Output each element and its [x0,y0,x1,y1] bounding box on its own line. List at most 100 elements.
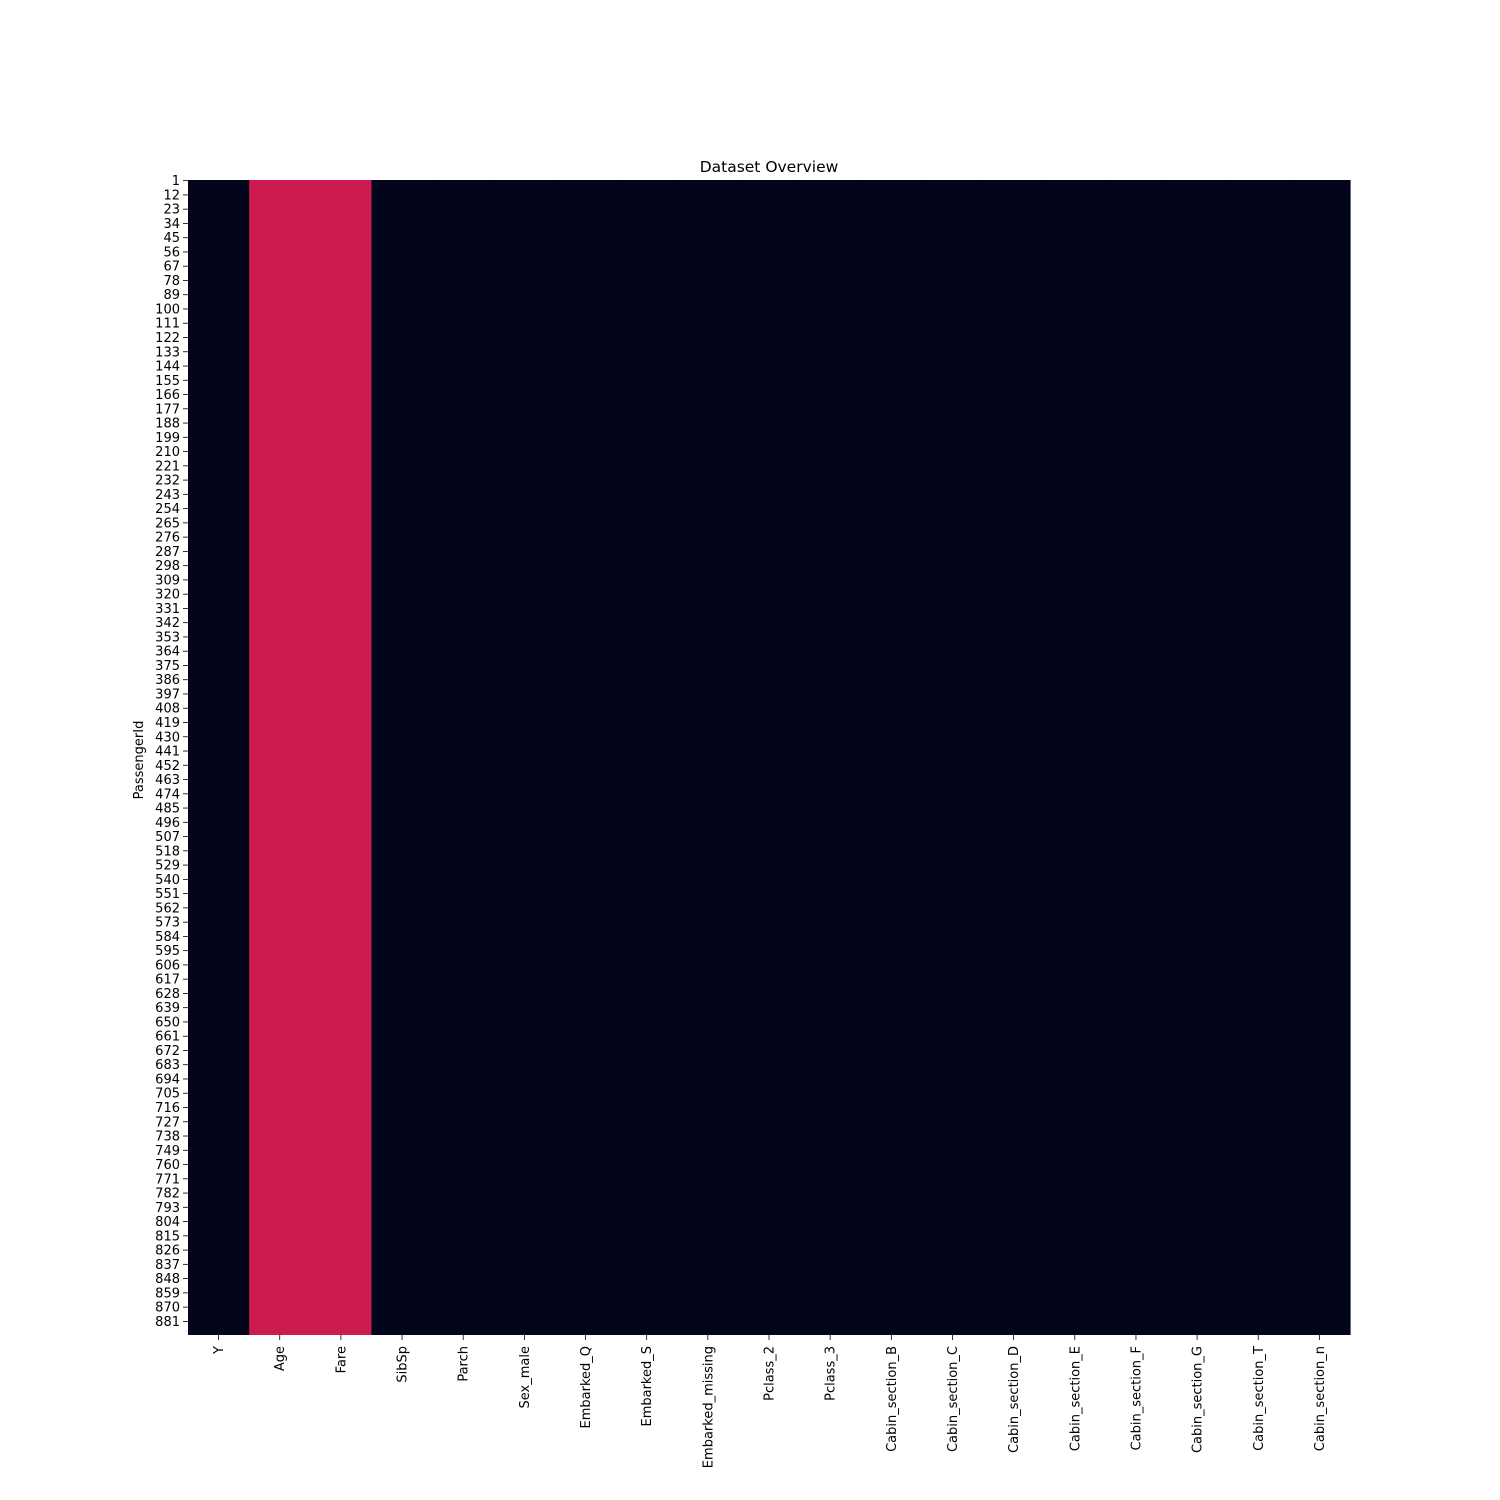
heatmap-column-cabin_section_e [1044,180,1106,1335]
y-tick-label: 430 [155,730,180,745]
y-tick-label: 1 [172,174,180,189]
x-tick-label-parch: Parch [457,1346,472,1382]
y-tick-label: 232 [155,474,180,489]
y-tick-label: 705 [155,1087,180,1102]
y-tick-label: 111 [155,317,180,332]
y-tick-label: 243 [155,488,180,503]
y-tick-label: 793 [155,1201,180,1216]
y-tick-label: 639 [155,1001,180,1016]
y-tick-label: 144 [155,360,180,375]
x-tick-label-age: Age [273,1346,288,1371]
y-tick-label: 496 [155,816,180,831]
y-tick-label: 771 [155,1172,180,1187]
y-tick-label: 837 [155,1258,180,1273]
y-tick-label: 364 [155,645,180,660]
y-tick-label: 540 [155,873,180,888]
chart-title: Dataset Overview [700,158,839,176]
y-tick-label: 122 [155,331,180,346]
y-tick-label: 672 [155,1044,180,1059]
x-tick-label-embarked_missing: Embarked_missing [701,1346,716,1468]
y-tick-label: 606 [155,958,180,973]
y-tick-label: 210 [155,445,180,460]
heatmap-column-embarked_missing [677,180,740,1335]
x-tick-label-embarked_s: Embarked_S [640,1346,655,1427]
y-tick-label: 848 [155,1272,180,1287]
y-tick-label: 265 [155,516,180,531]
y-tick-label: 738 [155,1130,180,1145]
y-tick-label: 320 [155,588,180,603]
y-tick-label: 573 [155,916,180,931]
y-tick-label: 298 [155,559,180,574]
y-tick-label: 617 [155,973,180,988]
y-tick-label: 177 [155,402,180,417]
x-tick-label-cabin_section_n: Cabin_section_n [1313,1346,1328,1451]
y-tick-label: 782 [155,1187,180,1202]
y-tick-label: 826 [155,1244,180,1259]
y-tick-label: 45 [163,231,180,246]
y-axis-ticks: 1122334455667788910011112213314415516617… [155,174,188,1330]
y-tick-label: 386 [155,673,180,688]
y-tick-label: 452 [155,759,180,774]
y-tick-label: 67 [163,260,180,275]
y-tick-label: 716 [155,1101,180,1116]
x-tick-label-cabin_section_f: Cabin_section_F [1129,1346,1144,1450]
y-tick-label: 166 [155,388,180,403]
heatmap-cells [188,180,1351,1335]
heatmap-column-cabin_section_t [1227,180,1290,1335]
x-tick-label-sex_male: Sex_male [518,1346,533,1408]
heatmap-column-age [249,180,311,1335]
y-tick-label: 23 [163,203,180,218]
y-tick-label: 353 [155,630,180,645]
y-tick-label: 562 [155,901,180,916]
x-tick-label-y: Y [212,1346,227,1355]
y-tick-label: 441 [155,745,180,760]
heatmap-column-cabin_section_n [1288,180,1351,1335]
x-tick-label-cabin_section_c: Cabin_section_C [946,1346,961,1452]
y-tick-label: 870 [155,1301,180,1316]
x-tick-label-cabin_section_g: Cabin_section_G [1191,1346,1206,1453]
y-tick-label: 815 [155,1229,180,1244]
heatmap-column-parch [432,180,495,1335]
heatmap-column-embarked_s [616,180,678,1335]
y-tick-label: 188 [155,417,180,432]
y-tick-label: 254 [155,502,180,517]
y-tick-label: 408 [155,702,180,717]
y-tick-label: 309 [155,573,180,588]
y-tick-label: 595 [155,944,180,959]
heatmap-column-y [188,180,250,1335]
y-tick-label: 584 [155,930,180,945]
heatmap-column-cabin_section_c [921,180,984,1335]
y-tick-label: 375 [155,659,180,674]
heatmap-column-fare [310,180,373,1335]
y-tick-label: 12 [163,188,180,203]
y-tick-label: 155 [155,374,180,389]
x-tick-label-sibsp: SibSp [396,1346,411,1383]
heatmap-column-sex_male [493,180,556,1335]
x-tick-label-cabin_section_t: Cabin_section_T [1252,1346,1267,1451]
y-tick-label: 551 [155,887,180,902]
y-tick-label: 276 [155,531,180,546]
y-tick-label: 694 [155,1072,180,1087]
heatmap-column-embarked_q [554,180,617,1335]
y-tick-label: 89 [163,288,180,303]
y-tick-label: 100 [155,302,180,317]
y-tick-label: 78 [163,274,180,289]
y-tick-label: 859 [155,1286,180,1301]
y-tick-label: 287 [155,545,180,560]
x-axis-ticks: Y Age Fare SibSp Parch Sex_male Embarked_Q Emba… [212,1335,1328,1468]
x-tick-label-fare: Fare [334,1346,349,1373]
x-tick-label-cabin_section_b: Cabin_section_B [885,1346,900,1452]
y-tick-label: 56 [163,245,180,260]
x-tick-label-cabin_section_d: Cabin_section_D [1007,1346,1022,1453]
y-tick-label: 881 [155,1315,180,1330]
y-tick-label: 804 [155,1215,180,1230]
y-tick-label: 342 [155,616,180,631]
y-tick-label: 463 [155,773,180,788]
heatmap-column-cabin_section_f [1105,180,1168,1335]
y-tick-label: 749 [155,1144,180,1159]
y-tick-label: 133 [155,345,180,360]
heatmap-column-cabin_section_d [983,180,1045,1335]
y-tick-label: 34 [163,217,180,232]
x-tick-label-pclass_3: Pclass_3 [824,1346,839,1401]
